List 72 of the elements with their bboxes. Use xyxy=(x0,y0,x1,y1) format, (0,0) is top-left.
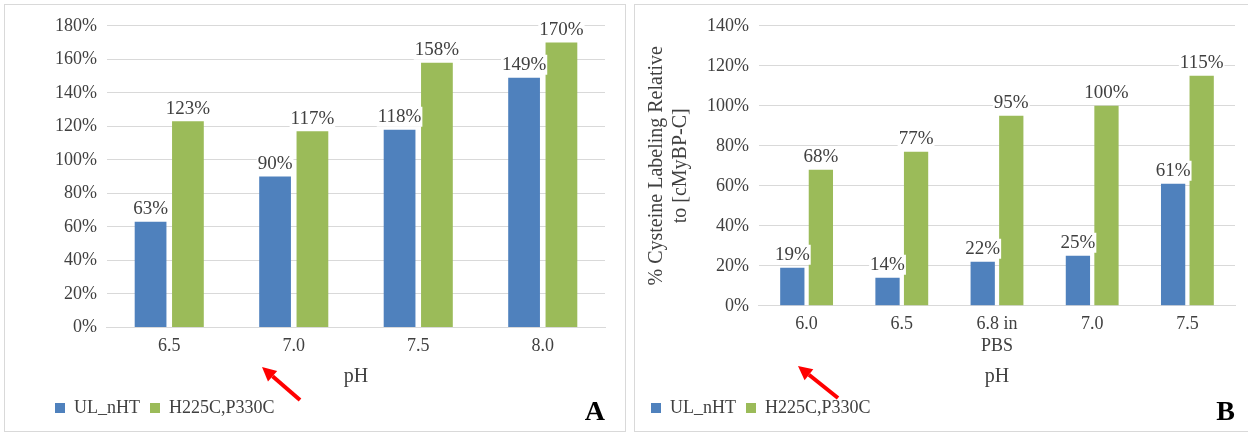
bar xyxy=(780,267,805,306)
y-tick-label: 60% xyxy=(63,215,97,236)
data-label: 158% xyxy=(414,38,460,60)
data-label: 115% xyxy=(1179,51,1224,73)
bar xyxy=(508,77,540,327)
x-tick-label: 6.5 xyxy=(157,334,181,355)
x-tick-label: 7.0 xyxy=(1080,313,1104,334)
text: B xyxy=(1216,395,1235,427)
x-tick-label: 7.5 xyxy=(407,334,430,355)
bar xyxy=(421,62,453,327)
data-label: 68% xyxy=(803,145,839,167)
x-tick-label: 7.0 xyxy=(282,334,305,355)
y-tick-label: 180% xyxy=(54,14,97,35)
legend-label: H225C,P330C xyxy=(168,396,275,417)
y-tick-label: 80% xyxy=(63,182,97,203)
y-tick-label: 140% xyxy=(706,14,749,35)
y-tick-label: 100% xyxy=(54,148,97,169)
y-tick-label: 40% xyxy=(63,249,97,270)
x-tick-label: 6.5 xyxy=(890,313,914,334)
x-tick-label: 8.0 xyxy=(531,334,554,355)
y-tick-label: 0% xyxy=(724,294,749,315)
data-label: 95% xyxy=(993,91,1029,113)
x-tick-label: 6.8 in PBS xyxy=(976,313,1018,355)
data-label: 63% xyxy=(133,197,169,219)
bar xyxy=(296,131,329,327)
data-label: 170% xyxy=(539,18,584,40)
data-label: 61% xyxy=(1155,159,1191,181)
data-label: 14% xyxy=(870,253,906,275)
y-tick-label: 160% xyxy=(54,48,97,69)
y-tick-label: 120% xyxy=(706,54,749,75)
bar xyxy=(970,261,995,306)
y-tick-label: 100% xyxy=(706,94,749,115)
data-label: 90% xyxy=(257,152,293,174)
data-label: 149% xyxy=(501,53,547,75)
bar xyxy=(1160,183,1186,306)
data-label: 100% xyxy=(1084,81,1129,103)
y-axis-title: % Cysteine Labeling Relative to [cMyBP-C] xyxy=(644,45,692,286)
bar xyxy=(259,176,291,327)
legend-label: H225C,P330C xyxy=(764,396,871,417)
data-label: 77% xyxy=(898,127,934,149)
data-label: 22% xyxy=(965,237,1001,259)
bar xyxy=(1094,105,1119,306)
data-label: 19% xyxy=(774,243,810,265)
legend-label: UL_nHT xyxy=(74,396,140,417)
y-tick-label: 140% xyxy=(54,81,97,102)
bar xyxy=(172,121,204,327)
bar xyxy=(875,277,900,306)
bar xyxy=(1189,75,1214,306)
y-tick-label: 0% xyxy=(72,316,97,337)
data-label: 117% xyxy=(290,106,335,128)
bar xyxy=(545,42,578,327)
y-tick-label: 20% xyxy=(715,254,749,275)
data-label: 25% xyxy=(1060,231,1096,253)
y-tick-label: 40% xyxy=(715,214,749,235)
bar xyxy=(903,151,929,306)
y-tick-label: 120% xyxy=(54,115,97,136)
bar xyxy=(134,221,167,327)
text: A xyxy=(584,395,606,427)
y-tick-label: 80% xyxy=(715,134,749,155)
x-tick-label: 7.5 xyxy=(1176,313,1199,334)
bar xyxy=(1065,255,1091,306)
data-label: 118% xyxy=(377,105,422,127)
y-tick-label: 20% xyxy=(63,282,97,303)
bar xyxy=(383,129,416,327)
y-tick-label: 60% xyxy=(715,174,749,195)
legend-label: UL_nHT xyxy=(670,396,736,417)
bar xyxy=(999,115,1024,306)
x-axis-title: pH xyxy=(343,364,369,388)
x-tick-label: 6.0 xyxy=(795,313,818,334)
data-label: 123% xyxy=(165,96,211,118)
x-axis-title: pH xyxy=(984,364,1010,388)
bar xyxy=(808,169,834,306)
